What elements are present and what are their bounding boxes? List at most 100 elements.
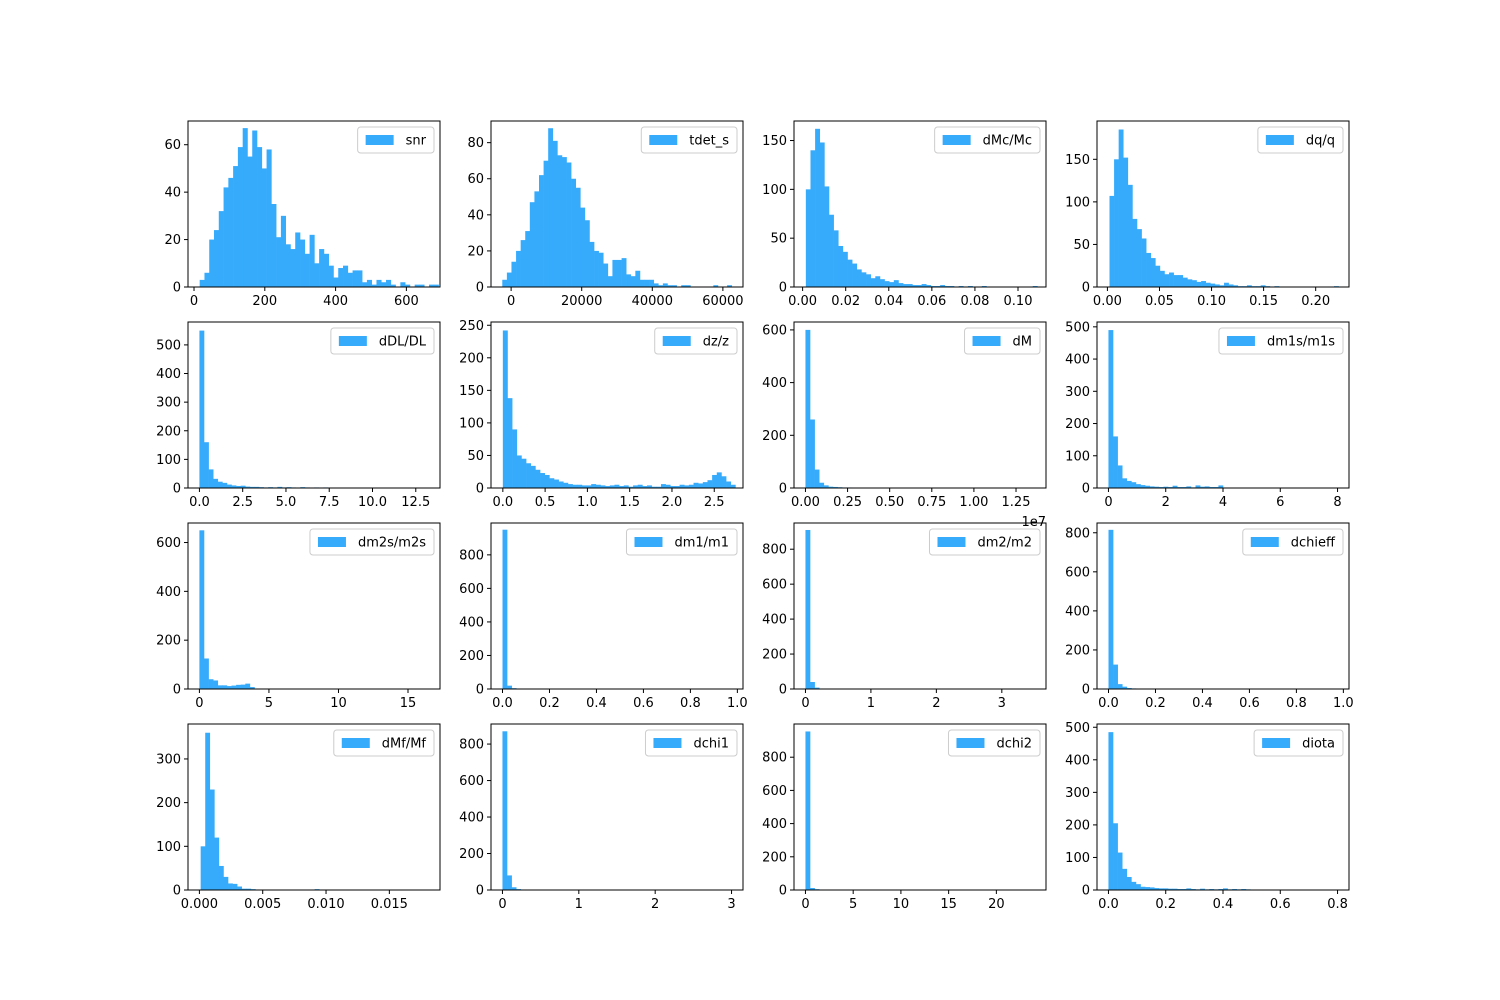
y-tick-label: 400 [762, 817, 787, 832]
y-tick-label: 300 [1065, 385, 1090, 400]
x-tick-label: 400 [323, 294, 348, 309]
y-tick-label: 200 [762, 429, 787, 444]
axes-frame [187, 522, 441, 690]
x-tick-label: 0.2 [539, 696, 560, 711]
bar [502, 529, 508, 689]
y-tick-label: 150 [459, 384, 484, 399]
bar [539, 175, 544, 287]
bar [1108, 529, 1114, 689]
subplot-5: 0.0 0.5 1.0 1.5 2.0 2.5 0 50 100 150 200 250 dz/z [459, 319, 744, 510]
bar [1191, 280, 1197, 287]
y-tick-label: 40 [164, 186, 181, 201]
bar [1113, 664, 1118, 689]
axes-frame [793, 522, 1047, 690]
y-tick-label: 400 [762, 376, 787, 391]
x-tick-label: 1 [575, 897, 583, 912]
bar [730, 484, 736, 488]
axes-frame [1096, 120, 1350, 288]
bar [875, 276, 881, 287]
bar [586, 485, 592, 488]
bar [721, 476, 727, 488]
bar [1163, 486, 1169, 488]
x-tick-label: 8 [1333, 495, 1341, 510]
subplot-9: 0.0 0.2 0.4 0.6 0.8 1.0 0 200 400 600 800 dm1/m1 [459, 522, 748, 711]
bars [502, 128, 733, 287]
x-tick-label: 0.75 [917, 495, 946, 510]
y-tick-label: 400 [1065, 353, 1090, 368]
legend-swatch [662, 336, 691, 346]
bar [1140, 485, 1146, 488]
legend: dchi1 [644, 729, 738, 757]
axes-frame [793, 120, 1047, 288]
axes-frame [187, 723, 441, 891]
bar [1214, 284, 1220, 287]
x-tick-label: 0.010 [307, 897, 344, 912]
bar [1210, 283, 1216, 287]
bar [204, 272, 210, 287]
bar [1164, 274, 1170, 287]
bar [1108, 732, 1114, 890]
bar [232, 883, 238, 890]
x-tick-label: 0.000 [181, 897, 218, 912]
bar [309, 234, 315, 287]
bar [257, 147, 263, 287]
y-tick-label: 0 [173, 482, 181, 497]
legend-label: dm2/m2 [977, 536, 1032, 551]
y-tick-label: 800 [459, 548, 484, 563]
bar [552, 140, 558, 287]
bar [1140, 886, 1146, 890]
y-tick-label: 80 [467, 136, 484, 151]
bar [242, 128, 248, 287]
bar [672, 285, 677, 287]
bar [241, 888, 247, 890]
y-tick-label: 150 [1065, 153, 1090, 168]
bar [603, 263, 609, 287]
bar [898, 283, 904, 287]
bar [635, 270, 641, 287]
x-tick-label: 0.8 [1286, 696, 1307, 711]
y-tick-label: 600 [1065, 565, 1090, 580]
x-tick-label: 60000 [702, 294, 743, 309]
bar [400, 282, 406, 287]
bar [343, 265, 349, 287]
bar [1172, 485, 1178, 488]
bar [810, 888, 815, 890]
legend: dm2s/m2s [309, 528, 435, 556]
y-tick-label: 200 [156, 796, 181, 811]
x-tick-label: 20 [988, 897, 1005, 912]
bar [707, 480, 713, 488]
bar [338, 268, 344, 287]
bar [1169, 272, 1174, 287]
x-tick-label: 0.06 [917, 294, 946, 309]
bar [405, 284, 411, 287]
y-tick-label: 600 [459, 774, 484, 789]
bar [520, 240, 526, 287]
legend-label: dm1s/m1s [1267, 335, 1335, 350]
x-tick-label: 10.0 [358, 495, 387, 510]
bar [828, 486, 834, 488]
x-tick-label: 0.00 [791, 495, 820, 510]
bar [609, 485, 615, 488]
bar [1122, 478, 1128, 488]
y-tick-label: 200 [762, 648, 787, 663]
y-tick-label: 250 [459, 319, 484, 334]
y-tick-label: 100 [156, 840, 181, 855]
bars [199, 128, 439, 287]
bar [214, 230, 220, 287]
legend-swatch [1250, 537, 1279, 547]
bar [381, 282, 387, 287]
x-tick-label: 0.2 [1145, 696, 1166, 711]
bar [199, 330, 205, 488]
bar [662, 283, 668, 287]
bar [621, 258, 627, 287]
x-tick-label: 0.00 [788, 294, 817, 309]
bar [595, 484, 601, 488]
y-tick-label: 400 [1065, 604, 1090, 619]
y-tick-label: 40 [467, 208, 484, 223]
x-tick-label: 0 [195, 696, 203, 711]
x-tick-label: 0.8 [680, 696, 701, 711]
y-tick-label: 600 [762, 578, 787, 593]
x-tick-label: 0 [190, 294, 198, 309]
bar [712, 474, 718, 488]
